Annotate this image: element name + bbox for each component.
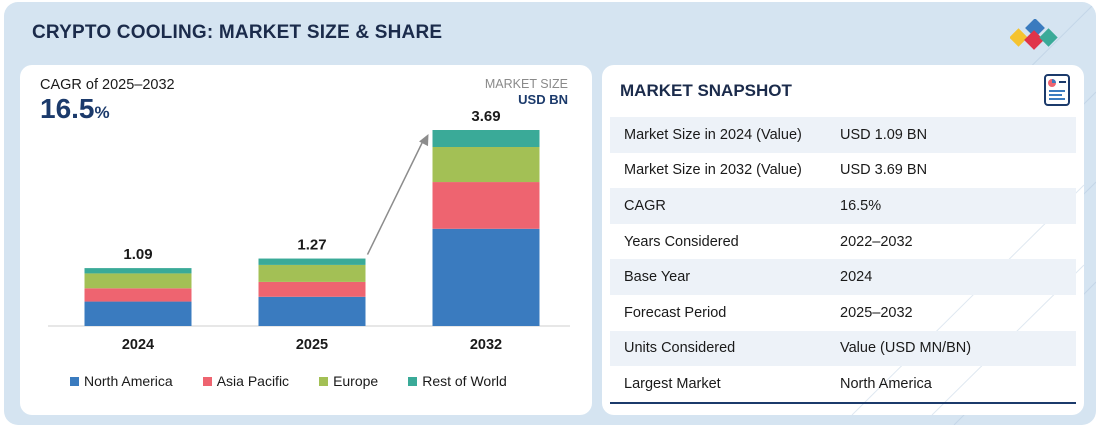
snapshot-table: Market Size in 2024 (Value) USD 1.09 BN … <box>610 117 1076 402</box>
bar-2025-europe <box>258 264 366 282</box>
growth-arrow-line <box>366 141 424 255</box>
snapshot-row: Market Size in 2032 (Value) USD 3.69 BN <box>624 162 928 179</box>
x-tick-label-2025: 2025 <box>296 337 328 353</box>
snapshot-row: Years Considered 2022–2032 <box>624 233 913 250</box>
bar-2032-europe <box>432 146 540 183</box>
page-title: CRYPTO COOLING: MARKET SIZE & SHARE <box>32 22 443 43</box>
legend-swatch <box>70 376 79 386</box>
x-tick-label-2032: 2032 <box>470 337 502 353</box>
bar-2032-north-america <box>432 228 540 326</box>
bar-2025-north-america <box>258 296 366 326</box>
snapshot-row: CAGR 16.5% <box>610 188 1076 224</box>
bar-2032-asia-pacific <box>432 182 540 229</box>
cagr-label: CAGR of 2025–2032 <box>40 77 175 93</box>
chart-legend: North America Asia Pacific Europe Rest o… <box>70 373 507 389</box>
bar-2024-europe <box>84 273 192 289</box>
legend-item-rest-of-world: Rest of World <box>408 373 507 389</box>
bar-2024-north-america <box>84 301 192 326</box>
cagr-value: 16.5% <box>40 93 110 124</box>
legend-item-north-america: North America <box>70 373 173 389</box>
growth-arrow-head <box>419 134 429 147</box>
snapshot-row: Base Year 2024 <box>610 259 1076 295</box>
legend-item-europe: Europe <box>319 373 378 389</box>
market-size-unit: USD BN <box>518 92 568 107</box>
legend-swatch <box>408 376 418 386</box>
bar-2024-rest-of-world <box>84 268 192 274</box>
snapshot-title: MARKET SNAPSHOT <box>620 81 792 100</box>
bar-2032-rest-of-world <box>432 130 540 147</box>
chart-card: CAGR of 2025–2032 16.5% MARKET SIZE USD … <box>20 65 592 415</box>
market-size-label: MARKET SIZE <box>484 77 568 91</box>
total-label-2024: 1.09 <box>123 246 152 263</box>
report-icon <box>1044 74 1070 106</box>
snapshot-row: Forecast Period 2025–2032 <box>624 304 913 321</box>
x-tick-label-2024: 2024 <box>122 337 154 353</box>
total-label-2032: 3.69 <box>471 108 500 125</box>
snapshot-row: Market Size in 2024 (Value) USD 1.09 BN <box>610 117 1076 153</box>
legend-swatch <box>319 376 329 386</box>
snapshot-row: Units Considered Value (USD MN/BN) <box>610 330 1076 367</box>
bar-2024-asia-pacific <box>84 288 192 302</box>
brand-logo-icon <box>1010 19 1058 50</box>
snapshot-card: MARKET SNAPSHOT Market Size in 2024 (Val… <box>602 65 1084 415</box>
bar-2025-asia-pacific <box>258 281 366 297</box>
bar-2025-rest-of-world <box>258 258 366 265</box>
total-label-2025: 1.27 <box>297 237 326 254</box>
legend-swatch <box>202 376 212 386</box>
snapshot-row: Largest Market North America <box>624 375 932 392</box>
legend-item-asia-pacific: Asia Pacific <box>202 373 289 389</box>
snapshot-table-border <box>610 402 1076 404</box>
infographic-frame: CRYPTO COOLING: MARKET SIZE & SHARE CAGR… <box>4 2 1096 425</box>
stacked-bar-chart: 1.09 2024 1.27 2025 3.69 2032 <box>48 108 570 353</box>
